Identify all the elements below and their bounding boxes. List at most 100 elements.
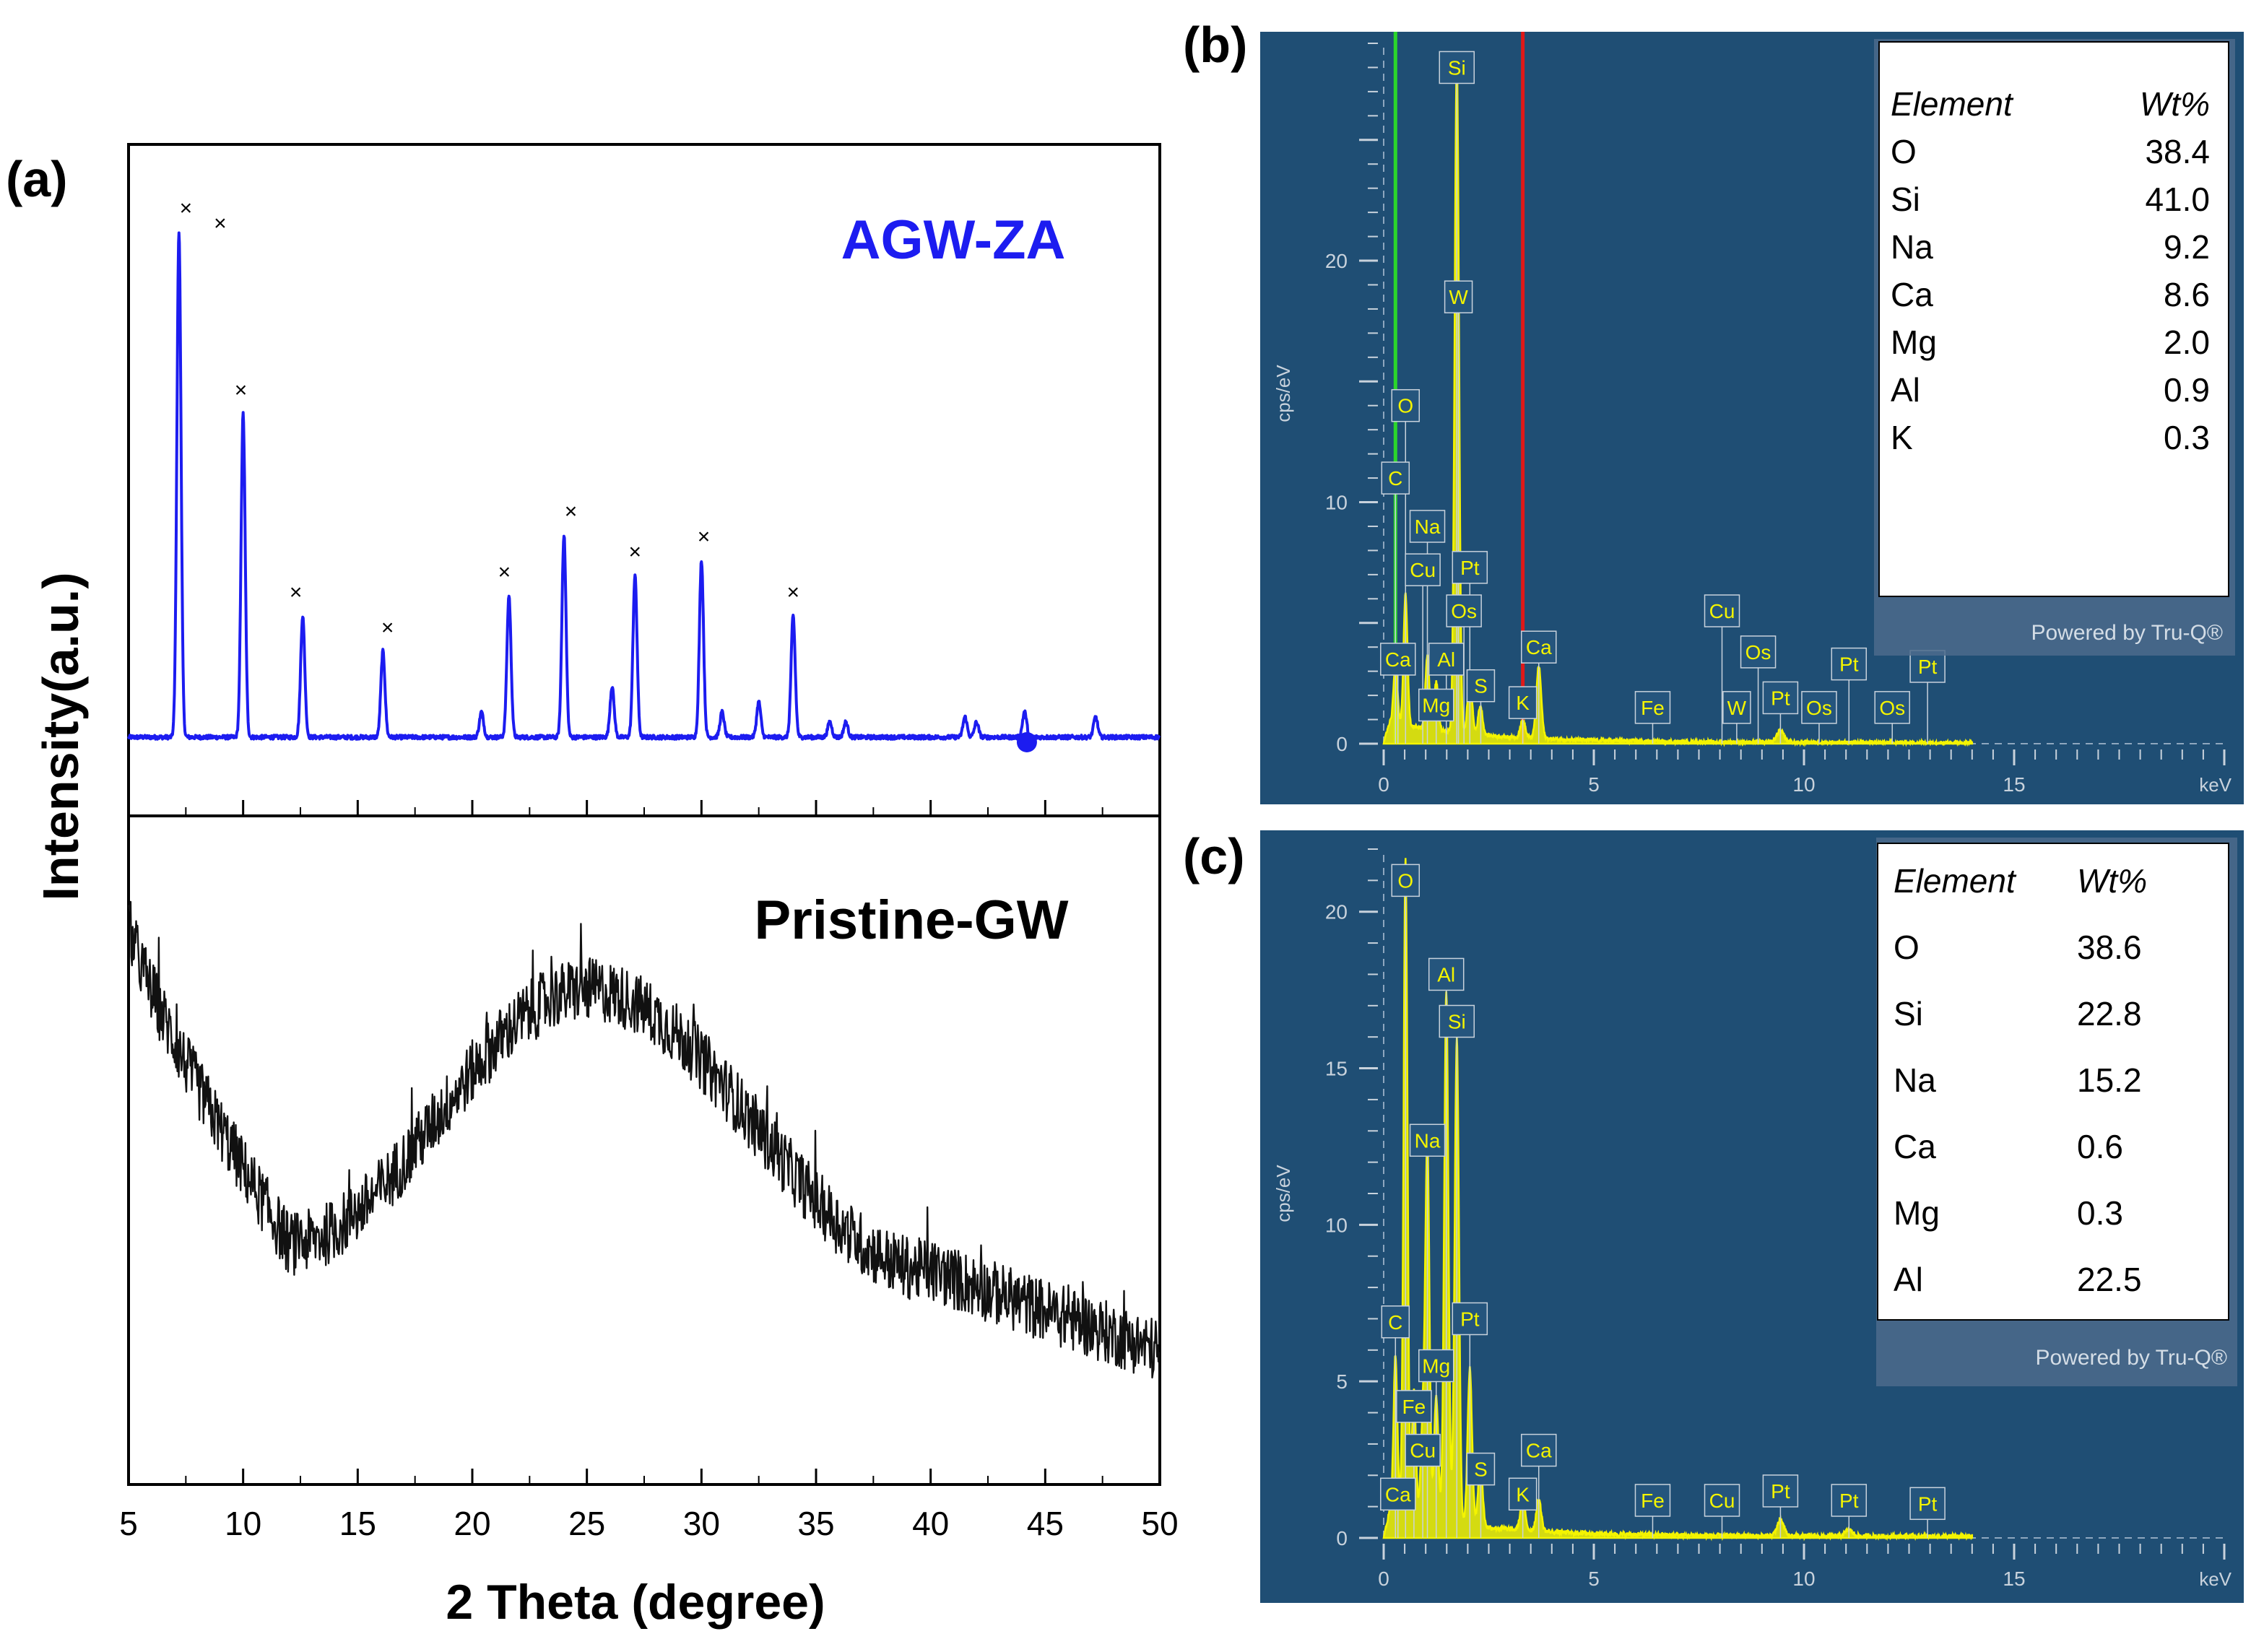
eds-peak-label-box [1439, 1004, 1475, 1038]
panel-label-a: (a) [6, 151, 68, 207]
eds-peak-label: Os [1451, 600, 1477, 622]
panel-c: (c) 0 5 10 15 0 5 10 15 20 keV cps/eV O Al Si Na C Pt… [1183, 828, 2244, 1603]
eds-peak-label: Os [1745, 641, 1771, 664]
eds-x-tick-label: 10 [1792, 773, 1815, 796]
eds-y-tick-label: 15 [1325, 1058, 1348, 1080]
eds-peak-label-box [1380, 1477, 1416, 1511]
xrd-x-tick-label: 10 [225, 1505, 261, 1542]
eds-peak-label: O [1397, 395, 1413, 417]
peak-x-marker: × [214, 212, 227, 235]
xrd-x-tick-label: 5 [119, 1505, 138, 1542]
eds-peak-label: K [1516, 1483, 1530, 1505]
eds-c-spectrum [1382, 858, 1974, 1542]
eds-b-table-wt: 2.0 [2164, 323, 2210, 361]
eds-peak-label: Os [1879, 697, 1905, 719]
eds-x-tick-label: 15 [2003, 1568, 2025, 1590]
eds-b-peak-labels: Si W O C Na Cu Pt Os Ca Ca Al Mg S K Fe Cu Os W Pt Os Pt Os Pt [1380, 51, 1946, 744]
eds-x-tick-label: 0 [1378, 1568, 1389, 1590]
eds-b-table-wt: 41.0 [2145, 181, 2210, 218]
xrd-x-tick-label: 25 [568, 1505, 605, 1542]
eds-peak-label-box [1704, 1484, 1740, 1517]
xrd-y-axis-label: Intensity(a.u.) [32, 572, 89, 900]
eds-c-table-rows: O 38.6 Si 22.8 Na 15.2 Ca 0.6 Mg 0.3 Al 22.5 [1894, 929, 2142, 1298]
eds-peak-label-box [1381, 1305, 1410, 1339]
eds-peak-label-box [1740, 635, 1777, 669]
eds-peak-label: Mg [1422, 1355, 1450, 1378]
eds-b-table-wt: 8.6 [2164, 276, 2210, 313]
eds-peak-label-box [1405, 1433, 1441, 1467]
eds-peak-label: Os [1806, 697, 1832, 719]
eds-peak-label-box [1909, 650, 1946, 683]
eds-peak-label-box [1418, 688, 1454, 722]
eds-c-table-wt: 15.2 [2077, 1061, 2142, 1099]
eds-peak-label-box [1762, 681, 1799, 715]
eds-peak-label: Pt [1460, 1308, 1480, 1330]
eds-peak-label-box [1439, 51, 1475, 84]
xrd-x-tick-label: 30 [683, 1505, 720, 1542]
eds-peak-label-box [1801, 691, 1837, 724]
eds-b-table [1878, 41, 2229, 597]
eds-peak-label-box [1405, 553, 1441, 586]
eds-peak-label: Fe [1641, 697, 1665, 719]
eds-peak-label: Pt [1839, 1490, 1859, 1512]
eds-peak-label-box [1444, 280, 1473, 313]
eds-peak-label-box [1722, 691, 1751, 724]
xrd-x-tick-label: 40 [912, 1505, 949, 1542]
eds-y-tick-label: 0 [1336, 733, 1348, 755]
peak-x-marker: × [629, 540, 642, 564]
eds-peak-label: S [1474, 675, 1488, 697]
xrd-x-tick-label: 45 [1027, 1505, 1064, 1542]
eds-x-tick-label: 5 [1588, 1568, 1600, 1590]
xrd-x-tick-label: 35 [797, 1505, 834, 1542]
eds-c-table-wt: 22.8 [2077, 995, 2142, 1032]
eds-peak-label-box [1391, 388, 1421, 422]
eds-c-table-element: Si [1894, 995, 1923, 1032]
eds-y-tick-label: 10 [1325, 492, 1348, 514]
pristine-gw-label: Pristine-GW [755, 890, 1069, 951]
eds-peak-label: Si [1448, 56, 1466, 79]
series-agw-za [127, 231, 1161, 741]
xrd-x-tick-labels: 5 10 15 20 25 30 35 40 45 50 [119, 1505, 1178, 1542]
eds-peak-label: Pt [1771, 1480, 1790, 1503]
eds-c-table [1877, 843, 2229, 1321]
eds-peak-label: Ca [1526, 636, 1552, 658]
eds-c-table-header-wt: Wt% [2077, 862, 2147, 900]
eds-peak-label-box [1762, 1474, 1799, 1508]
eds-peak-label-box [1466, 1452, 1496, 1486]
eds-peak-label-box [1428, 957, 1465, 991]
eds-peak-label: C [1388, 467, 1402, 490]
eds-peak-label-box [1446, 594, 1482, 627]
eds-x-tick-label: 15 [2003, 773, 2025, 796]
eds-b-table-rows: O 38.4 Si 41.0 Na 9.2 Ca 8.6 Mg 2.0 Al 0.9 K 0.3 [1891, 133, 2210, 456]
eds-b-table-wt: 0.9 [2164, 371, 2210, 409]
eds-peak-label: Cu [1410, 559, 1436, 581]
eds-peak-label-box [1466, 669, 1496, 703]
eds-b-table-element: Si [1891, 181, 1920, 218]
series-pristine-gw [127, 900, 1161, 1379]
eds-b-table-element: Mg [1891, 323, 1937, 361]
eds-y-tick-label: 20 [1325, 901, 1348, 923]
eds-x-tick-label: 5 [1588, 773, 1600, 796]
eds-b-powered-by: Powered by Tru-Q® [2031, 621, 2223, 645]
eds-y-tick-label: 5 [1336, 1370, 1348, 1393]
eds-c-table-element: Mg [1894, 1194, 1940, 1232]
peak-x-marker: × [235, 378, 248, 402]
eds-b-table-element: O [1891, 133, 1917, 170]
eds-b-table-header-wt: Wt% [2140, 85, 2210, 123]
eds-peak-label: Pt [1918, 656, 1938, 678]
eds-peak-label: Pt [1839, 653, 1859, 676]
eds-peak-label-box [1380, 643, 1416, 676]
agw-za-dot-marker [1016, 732, 1037, 752]
eds-peak-label: Si [1448, 1011, 1466, 1033]
peak-x-marker: × [565, 500, 578, 523]
eds-peak-label: Mg [1422, 694, 1450, 716]
eds-peak-label-box [1508, 686, 1537, 719]
eds-peak-label-box [1418, 1349, 1454, 1383]
eds-b-table-wt: 38.4 [2145, 133, 2210, 170]
eds-c-table-wt: 0.6 [2077, 1128, 2123, 1165]
eds-b-table-wt: 9.2 [2164, 228, 2210, 266]
eds-peak-label-box [1452, 551, 1488, 584]
panel-label-c: (c) [1183, 828, 1245, 884]
eds-peak-label: Na [1415, 1129, 1441, 1152]
